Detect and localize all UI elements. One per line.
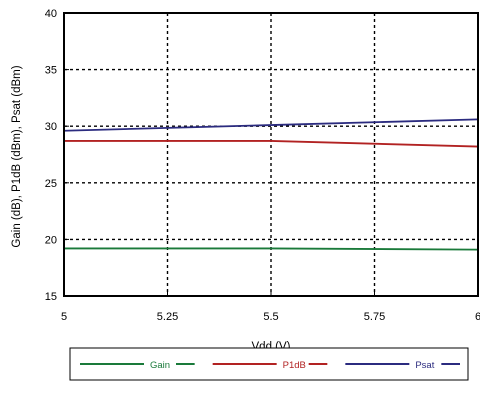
grid (64, 13, 478, 296)
y-tick-label: 30 (45, 121, 57, 133)
y-tick-label: 15 (45, 291, 57, 303)
series-line-p1db (64, 140, 479, 148)
series-lines (63, 118, 479, 251)
x-tick-label: 6 (475, 311, 480, 323)
y-tick-label: 20 (45, 234, 57, 246)
series-line-psat (63, 118, 479, 132)
series-line-gain (64, 247, 479, 251)
y-tick-label: 25 (45, 178, 57, 190)
legend-label-p1db: P1dB (283, 360, 306, 371)
ticks: 5 5.25 5.5 5.75 6 15 20 25 30 35 40 (45, 8, 480, 323)
legend: Gain P1dB Psat (69, 347, 469, 381)
x-tick-label: 5.5 (263, 311, 278, 323)
y-tick-label: 35 (45, 65, 57, 77)
x-tick-label: 5.75 (364, 311, 385, 323)
y-tick-label: 40 (45, 8, 57, 20)
legend-label-psat: Psat (415, 360, 434, 371)
x-tick-label: 5 (61, 311, 67, 323)
legend-label-gain: Gain (150, 360, 170, 371)
x-tick-label: 5.25 (157, 311, 178, 323)
y-axis-title: Gain (dB), P1dB (dBm), Psat (dBm) (11, 65, 23, 247)
